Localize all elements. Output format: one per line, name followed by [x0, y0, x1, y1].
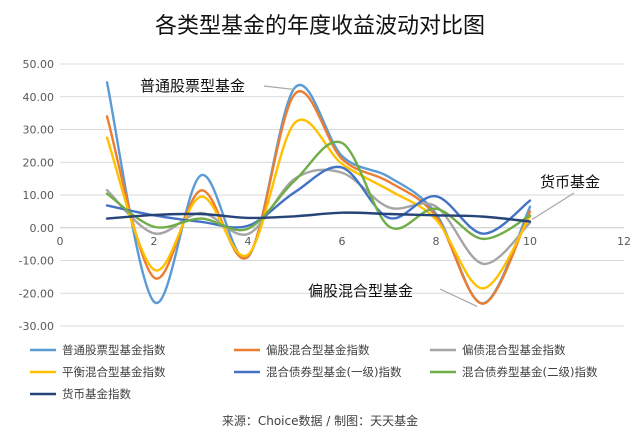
legend-label: 偏债混合型基金指数 [462, 343, 566, 357]
x-tick-label: 6 [339, 235, 346, 248]
y-tick-label: 50.00 [23, 58, 55, 71]
series-line-4 [105, 118, 532, 290]
x-tick-label: 0 [57, 235, 64, 248]
source-note: 来源：Choice数据 / 制图：天天基金 [222, 413, 418, 428]
x-tick-label: 4 [245, 235, 252, 248]
annotation-label: 货币基金 [540, 173, 600, 191]
legend-label: 偏股混合型基金指数 [266, 343, 370, 357]
legend-label: 货币基金指数 [62, 387, 131, 401]
y-tick-label: 10.00 [23, 189, 55, 202]
chart-title: 各类型基金的年度收益波动对比图 [155, 14, 485, 39]
annotation-label: 普通股票型基金 [140, 77, 245, 95]
legend-label: 普通股票型基金指数 [62, 343, 166, 357]
y-tick-label: -30.00 [19, 320, 54, 333]
x-tick-label: 12 [617, 235, 631, 248]
x-tick-label: 2 [151, 235, 158, 248]
series-line-7 [105, 211, 532, 223]
series-line-2 [105, 90, 532, 305]
y-tick-label: 30.00 [23, 124, 55, 137]
legend-label: 混合债券型基金(一级)指数 [266, 365, 402, 379]
x-tick-label: 8 [433, 235, 440, 248]
annotation-leader-line [531, 192, 575, 221]
x-axis-ticks: 0 2 4 6 8 10 12 [57, 235, 632, 248]
legend-label: 平衡混合型基金指数 [62, 365, 166, 379]
annotation-leader-line [439, 288, 478, 307]
y-tick-label: 40.00 [23, 91, 55, 104]
annotation-leader-line [263, 85, 296, 91]
legend-label: 混合债券型基金(二级)指数 [462, 365, 598, 379]
series-lines [105, 81, 532, 305]
y-tick-label: -10.00 [19, 255, 54, 268]
annotation-label: 偏股混合型基金 [308, 282, 413, 300]
y-tick-label: 0.00 [30, 222, 55, 235]
y-tick-label: -20.00 [19, 287, 54, 300]
y-tick-label: 20.00 [23, 156, 55, 169]
x-tick-label: 10 [523, 235, 537, 248]
series-line-6 [105, 140, 532, 241]
y-axis-ticks: -30.00 -20.00 -10.00 0.00 10.00 20.00 30.00 40.… [19, 58, 54, 333]
